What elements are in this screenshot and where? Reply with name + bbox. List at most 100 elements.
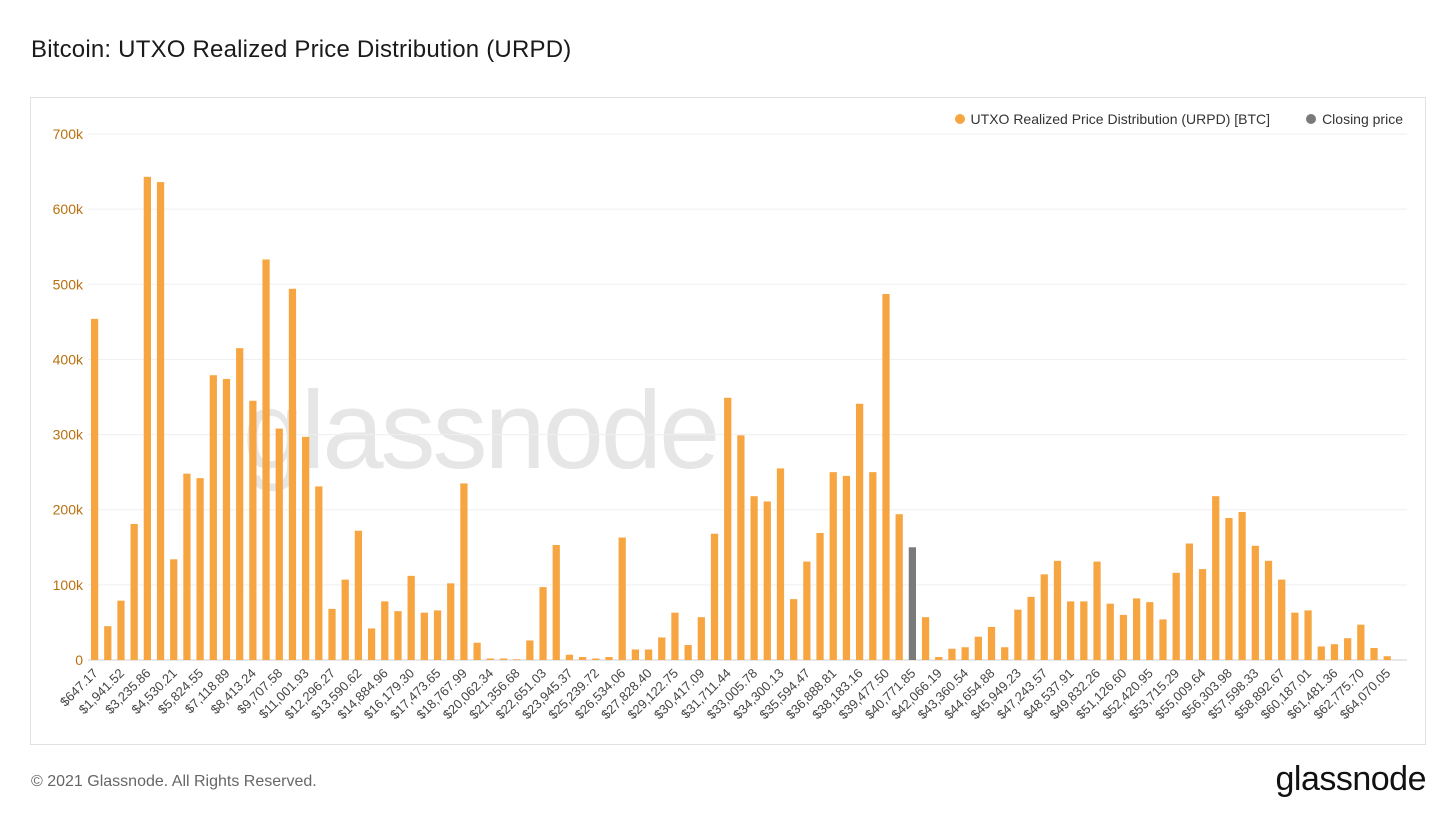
urpd-bar[interactable]	[631, 649, 640, 660]
urpd-bar[interactable]	[961, 647, 969, 660]
urpd-bar[interactable]	[1383, 656, 1391, 660]
urpd-bar[interactable]	[790, 599, 798, 660]
urpd-bar[interactable]	[776, 468, 785, 660]
urpd-bar[interactable]	[156, 182, 165, 660]
urpd-bar[interactable]	[90, 318, 99, 660]
urpd-bar[interactable]	[763, 501, 771, 660]
urpd-bar[interactable]	[1040, 574, 1048, 660]
urpd-bar[interactable]	[1001, 647, 1009, 660]
urpd-bar[interactable]	[1238, 511, 1246, 660]
urpd-bar[interactable]	[460, 483, 468, 660]
urpd-bar[interactable]	[354, 530, 363, 660]
urpd-bar[interactable]	[1119, 614, 1128, 660]
urpd-bar[interactable]	[816, 533, 824, 660]
urpd-bar[interactable]	[526, 640, 534, 660]
urpd-bar[interactable]	[302, 436, 310, 660]
urpd-bar[interactable]	[433, 610, 442, 660]
urpd-bar[interactable]	[288, 288, 297, 660]
urpd-bar[interactable]	[473, 642, 481, 660]
urpd-bar[interactable]	[605, 656, 613, 660]
urpd-bar[interactable]	[420, 612, 428, 660]
urpd-bar[interactable]	[486, 658, 494, 661]
urpd-bar[interactable]	[447, 583, 455, 660]
urpd-bar[interactable]	[565, 654, 574, 660]
urpd-bar[interactable]	[117, 600, 125, 660]
urpd-bar[interactable]	[697, 617, 705, 660]
urpd-bar[interactable]	[315, 486, 323, 660]
urpd-bar[interactable]	[1330, 644, 1339, 660]
urpd-bar[interactable]	[1132, 598, 1141, 660]
urpd-bar[interactable]	[1225, 517, 1233, 660]
urpd-bar[interactable]	[275, 428, 283, 660]
urpd-bar[interactable]	[513, 659, 521, 660]
urpd-bar[interactable]	[249, 400, 257, 660]
urpd-bar[interactable]	[130, 523, 138, 660]
urpd-bar[interactable]	[499, 658, 508, 661]
urpd-bar[interactable]	[1370, 647, 1378, 660]
legend-item-closing[interactable]: Closing price	[1306, 111, 1403, 127]
urpd-bar[interactable]	[539, 587, 547, 660]
urpd-bar[interactable]	[803, 561, 811, 660]
urpd-bar[interactable]	[104, 626, 112, 660]
urpd-bar[interactable]	[1159, 619, 1167, 660]
urpd-bar[interactable]	[143, 176, 151, 660]
urpd-bar[interactable]	[170, 559, 178, 660]
urpd-bar[interactable]	[1106, 603, 1114, 660]
urpd-bar[interactable]	[1344, 638, 1352, 660]
closing-price-bar[interactable]	[908, 547, 916, 660]
urpd-bar[interactable]	[1080, 601, 1088, 660]
urpd-bar[interactable]	[394, 611, 402, 660]
legend-item-urpd[interactable]: UTXO Realized Price Distribution (URPD) …	[954, 111, 1270, 127]
urpd-bar[interactable]	[1212, 496, 1220, 660]
urpd-bar[interactable]	[236, 348, 244, 660]
urpd-bar[interactable]	[842, 475, 851, 660]
urpd-bar[interactable]	[935, 656, 943, 660]
urpd-bar[interactable]	[869, 472, 877, 660]
urpd-bar[interactable]	[1317, 646, 1325, 660]
urpd-bar[interactable]	[1146, 602, 1154, 660]
urpd-bar[interactable]	[367, 628, 376, 660]
urpd-bar[interactable]	[1251, 545, 1259, 660]
urpd-bar[interactable]	[618, 537, 626, 660]
urpd-bar[interactable]	[1027, 596, 1035, 660]
urpd-bar[interactable]	[1357, 624, 1365, 660]
urpd-bar[interactable]	[829, 472, 837, 660]
urpd-bar[interactable]	[1053, 560, 1062, 660]
urpd-bar[interactable]	[262, 259, 270, 660]
urpd-bar[interactable]	[341, 579, 349, 660]
urpd-bar[interactable]	[684, 644, 692, 660]
urpd-bar[interactable]	[1014, 609, 1022, 660]
urpd-bar[interactable]	[1185, 543, 1193, 660]
urpd-bar[interactable]	[658, 637, 666, 660]
urpd-bar[interactable]	[1291, 612, 1299, 660]
urpd-bar[interactable]	[1304, 610, 1312, 660]
urpd-bar[interactable]	[1264, 560, 1273, 660]
urpd-bar[interactable]	[895, 514, 903, 660]
urpd-bar[interactable]	[750, 496, 758, 660]
urpd-bar[interactable]	[724, 397, 732, 660]
urpd-bar[interactable]	[209, 375, 217, 660]
urpd-bar[interactable]	[855, 403, 864, 660]
urpd-bar[interactable]	[921, 617, 930, 660]
urpd-bar[interactable]	[183, 473, 191, 660]
urpd-bar[interactable]	[407, 575, 415, 660]
urpd-bar[interactable]	[644, 649, 653, 660]
urpd-bar[interactable]	[1067, 601, 1075, 660]
urpd-bar[interactable]	[579, 656, 587, 660]
urpd-bar[interactable]	[948, 648, 956, 660]
urpd-bar[interactable]	[552, 545, 560, 660]
urpd-bar[interactable]	[328, 608, 336, 660]
urpd-bar[interactable]	[671, 612, 679, 660]
urpd-bar[interactable]	[710, 533, 719, 660]
urpd-bar[interactable]	[737, 435, 745, 660]
urpd-bar[interactable]	[987, 626, 996, 660]
urpd-bar[interactable]	[974, 636, 982, 660]
urpd-bar[interactable]	[381, 601, 389, 660]
urpd-bar[interactable]	[222, 378, 231, 660]
urpd-bar[interactable]	[1172, 572, 1180, 660]
urpd-bar[interactable]	[592, 658, 600, 661]
urpd-bar[interactable]	[1093, 561, 1101, 660]
urpd-bar[interactable]	[1278, 579, 1286, 660]
urpd-bar[interactable]	[1198, 569, 1207, 660]
urpd-bar[interactable]	[882, 294, 890, 660]
